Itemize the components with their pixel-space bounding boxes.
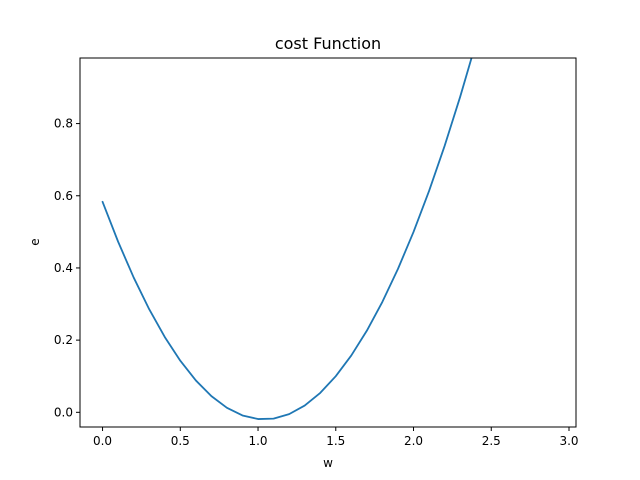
y-tick-label: 0.8 xyxy=(54,117,73,131)
y-tick-label: 0.4 xyxy=(54,261,73,275)
y-tick-label: 0.0 xyxy=(54,405,73,419)
y-axis: 0.0 0.2 0.4 0.6 0.8 xyxy=(54,117,80,419)
x-tick-label: 1.5 xyxy=(326,434,345,448)
axes-frame xyxy=(79,57,577,428)
x-tick-label: 2.0 xyxy=(404,434,423,448)
cost-curve-line xyxy=(101,58,473,420)
x-axis-label: w xyxy=(323,456,333,470)
chart-title: cost Function xyxy=(275,34,381,53)
x-axis: 0.0 0.5 1.0 1.5 2.0 2.5 3.0 xyxy=(93,427,579,448)
y-axis-label: e xyxy=(28,238,42,245)
x-tick-label: 3.0 xyxy=(559,434,578,448)
x-tick-label: 1.0 xyxy=(248,434,267,448)
x-tick-label: 0.0 xyxy=(93,434,112,448)
plot-area xyxy=(101,58,473,420)
y-tick-label: 0.2 xyxy=(54,333,73,347)
x-tick-label: 0.5 xyxy=(171,434,190,448)
x-tick-label: 2.5 xyxy=(482,434,501,448)
y-tick-label: 0.6 xyxy=(54,189,73,203)
